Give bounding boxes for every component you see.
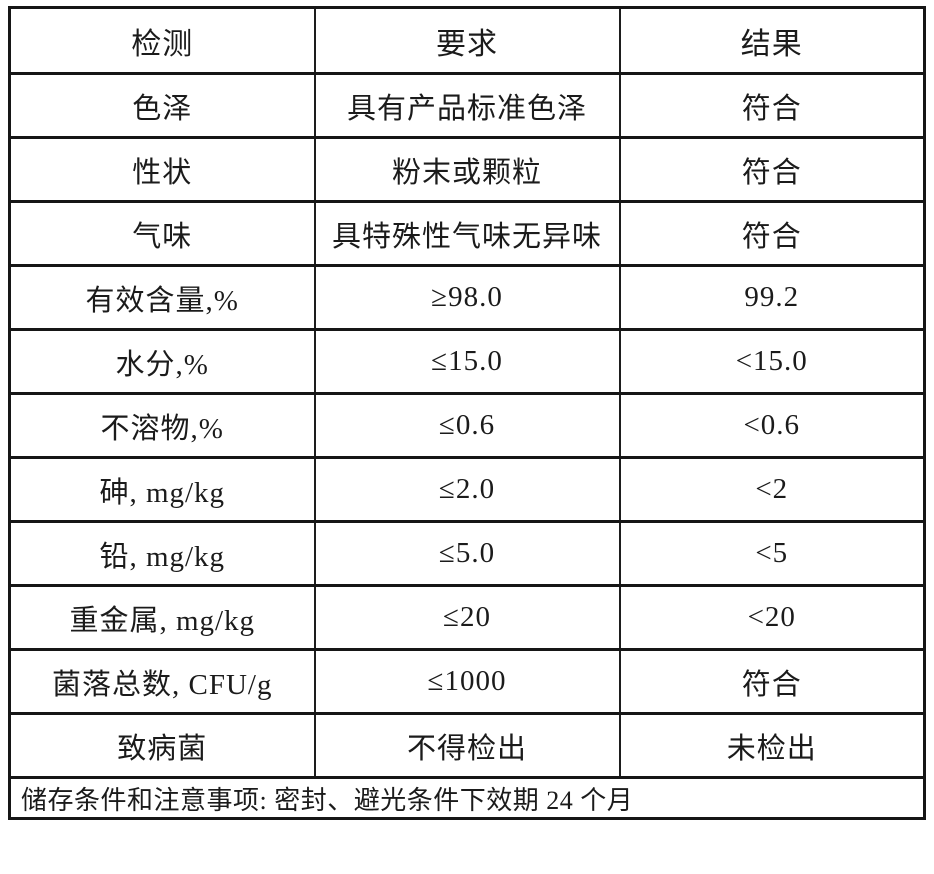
table-row: 菌落总数, CFU/g ≤1000 符合 — [8, 648, 926, 715]
cell-test: 水分,% — [8, 328, 316, 395]
cell-test: 气味 — [8, 200, 316, 267]
table-row: 铅, mg/kg ≤5.0 <5 — [8, 520, 926, 587]
cell-requirement: ≤1000 — [313, 648, 621, 715]
cell-requirement: ≤2.0 — [313, 456, 621, 523]
header-cell-result: 结果 — [618, 6, 926, 75]
cell-result: 符合 — [618, 200, 926, 267]
table-row: 色泽 具有产品标准色泽 符合 — [8, 72, 926, 139]
cell-requirement: ≥98.0 — [313, 264, 621, 331]
cell-requirement: 具特殊性气味无异味 — [313, 200, 621, 267]
header-cell-requirement: 要求 — [313, 6, 621, 75]
storage-note: 储存条件和注意事项: 密封、避光条件下效期 24 个月 — [8, 776, 926, 820]
cell-test: 色泽 — [8, 72, 316, 139]
cell-test: 铅, mg/kg — [8, 520, 316, 587]
table-row: 性状 粉末或颗粒 符合 — [8, 136, 926, 203]
table-row: 有效含量,% ≥98.0 99.2 — [8, 264, 926, 331]
cell-test: 砷, mg/kg — [8, 456, 316, 523]
cell-requirement: ≤5.0 — [313, 520, 621, 587]
cell-result: <2 — [618, 456, 926, 523]
table-row: 水分,% ≤15.0 <15.0 — [8, 328, 926, 395]
cell-test: 致病菌 — [8, 712, 316, 779]
table-row: 不溶物,% ≤0.6 <0.6 — [8, 392, 926, 459]
cell-test: 重金属, mg/kg — [8, 584, 316, 651]
cell-test: 有效含量,% — [8, 264, 316, 331]
cell-result: <15.0 — [618, 328, 926, 395]
cell-test: 不溶物,% — [8, 392, 316, 459]
cell-result: <0.6 — [618, 392, 926, 459]
cell-result: 符合 — [618, 136, 926, 203]
cell-requirement: 具有产品标准色泽 — [313, 72, 621, 139]
cell-requirement: ≤0.6 — [313, 392, 621, 459]
cell-requirement: 不得检出 — [313, 712, 621, 779]
cell-result: 未检出 — [618, 712, 926, 779]
cell-result: <20 — [618, 584, 926, 651]
cell-test: 菌落总数, CFU/g — [8, 648, 316, 715]
cell-requirement: ≤15.0 — [313, 328, 621, 395]
table-footer-row: 储存条件和注意事项: 密封、避光条件下效期 24 个月 — [8, 776, 926, 820]
spec-table: 检测 要求 结果 色泽 具有产品标准色泽 符合 性状 粉末或颗粒 符合 气味 具… — [8, 6, 926, 820]
cell-result: <5 — [618, 520, 926, 587]
table-row: 砷, mg/kg ≤2.0 <2 — [8, 456, 926, 523]
cell-requirement: 粉末或颗粒 — [313, 136, 621, 203]
table-header-row: 检测 要求 结果 — [8, 6, 926, 75]
table-row: 致病菌 不得检出 未检出 — [8, 712, 926, 779]
header-cell-test: 检测 — [8, 6, 316, 75]
cell-requirement: ≤20 — [313, 584, 621, 651]
table-row: 气味 具特殊性气味无异味 符合 — [8, 200, 926, 267]
cell-result: 符合 — [618, 72, 926, 139]
cell-result: 符合 — [618, 648, 926, 715]
table-row: 重金属, mg/kg ≤20 <20 — [8, 584, 926, 651]
cell-test: 性状 — [8, 136, 316, 203]
cell-result: 99.2 — [618, 264, 926, 331]
